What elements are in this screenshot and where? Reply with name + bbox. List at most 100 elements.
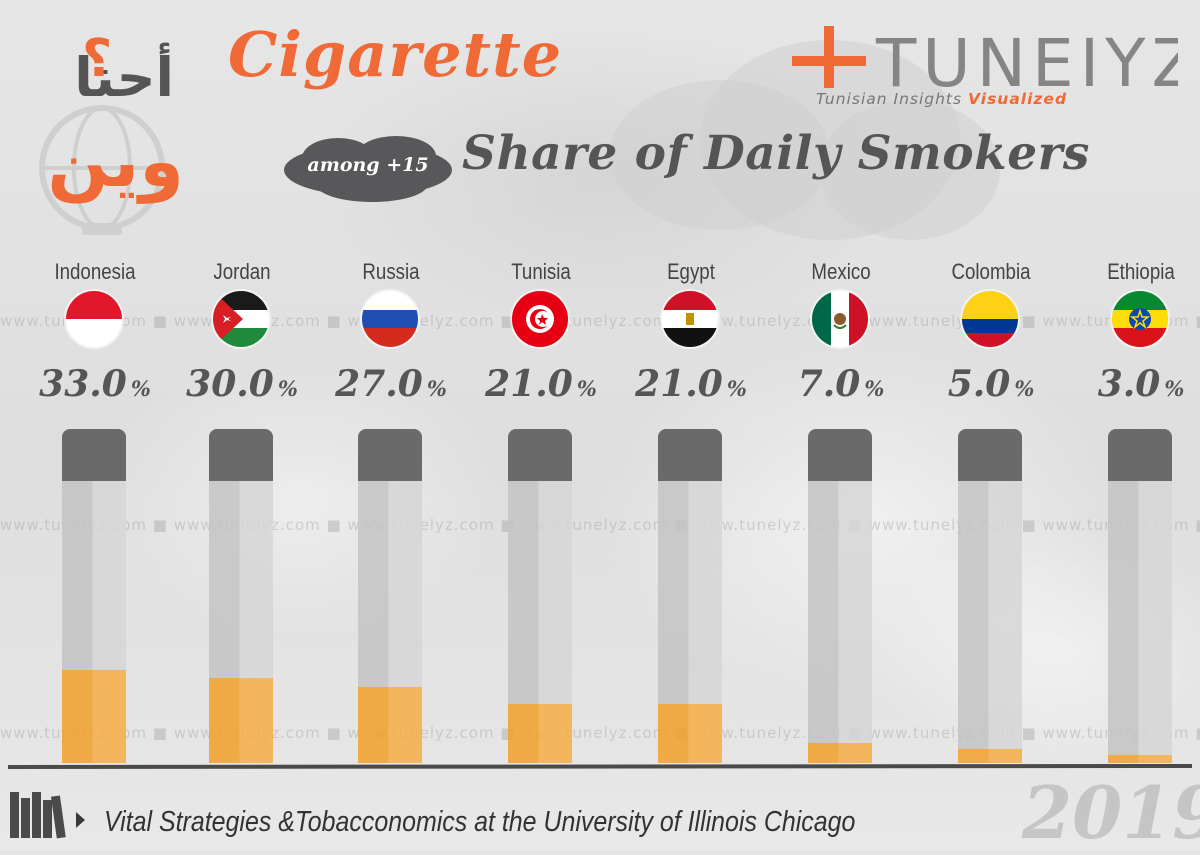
chart-title: Cigarette xyxy=(228,18,563,91)
data-label: 7.0% xyxy=(766,363,916,405)
cigarette-bar xyxy=(658,429,722,763)
cigarette-body xyxy=(358,481,422,763)
brand-name: TUNEIYZ xyxy=(875,26,1178,102)
bar xyxy=(209,678,273,763)
cigarette-bar xyxy=(808,429,872,763)
cigarette-filter xyxy=(1108,429,1172,481)
bar-column: Egypt 21.0% xyxy=(616,255,766,775)
badge-text: among +15 xyxy=(307,154,429,176)
bar-column: Jordan 30.0% xyxy=(167,255,317,775)
russia-flag xyxy=(362,291,418,347)
category-label: Tunisia xyxy=(511,259,571,284)
bar xyxy=(958,749,1022,763)
ethiopia-flag xyxy=(1112,291,1168,347)
cigarette-body xyxy=(62,481,126,763)
watermark-row: www.tunelyz.com ■ www.tunelyz.com ■ www.… xyxy=(0,516,1200,534)
category-label: Egypt xyxy=(667,259,715,284)
bar-column: Tunisia 21.0% xyxy=(466,255,616,775)
data-label-unit: % xyxy=(576,376,597,401)
cigarette-bar xyxy=(508,429,572,763)
cigarette-body xyxy=(508,481,572,763)
brand-tagline-main: Tunisian Insights xyxy=(816,90,963,108)
data-label-value: 30.0 xyxy=(186,363,274,405)
data-label-value: 21.0 xyxy=(485,363,573,405)
cigarette-body xyxy=(658,481,722,763)
cigarette-bar xyxy=(958,429,1022,763)
data-label-value: 33.0 xyxy=(39,363,127,405)
source-text: Vital Strategies &Tobacconomics at the U… xyxy=(104,806,856,838)
cigarette-body xyxy=(808,481,872,763)
brand-tagline-accent: Visualized xyxy=(968,90,1068,108)
brand-tagline: Tunisian Insights Visualized xyxy=(816,90,1067,108)
cigarette-bar xyxy=(209,429,273,763)
arabic-logo-question: ؟ xyxy=(82,29,112,89)
arabic-logo-line1: أحنا xyxy=(74,42,174,109)
bar-column: Indonesia 33.0% xyxy=(20,255,170,775)
bar-column: Mexico 7.0% xyxy=(766,255,916,775)
bar xyxy=(1108,755,1172,763)
cigarette-body xyxy=(958,481,1022,763)
indonesia-flag xyxy=(66,291,122,347)
cigarette-bar xyxy=(1108,429,1172,763)
data-label-value: 27.0 xyxy=(335,363,423,405)
bar xyxy=(358,687,422,763)
cigarette-bar xyxy=(62,429,126,763)
cigarette-filter xyxy=(508,429,572,481)
category-label: Colombia xyxy=(951,259,1031,284)
badge-cloud xyxy=(284,136,452,202)
category-label: Russia xyxy=(362,259,420,284)
bar-column: Colombia 5.0% xyxy=(916,255,1066,775)
data-label-unit: % xyxy=(726,376,747,401)
mexico-flag xyxy=(812,291,868,347)
arrow-right-icon xyxy=(76,812,85,828)
data-label-unit: % xyxy=(130,376,151,401)
data-label-unit: % xyxy=(1164,376,1185,401)
tunisia-flag xyxy=(512,291,568,347)
bar-column: Ethiopia 3.0% xyxy=(1066,255,1200,775)
data-label: 3.0% xyxy=(1066,363,1200,405)
cigarette-filter xyxy=(658,429,722,481)
cigarette-filter xyxy=(958,429,1022,481)
data-label: 5.0% xyxy=(916,363,1066,405)
cigarette-filter xyxy=(808,429,872,481)
bar xyxy=(62,670,126,763)
cigarette-filter xyxy=(209,429,273,481)
chart-subtitle: Share of Daily Smokers xyxy=(462,126,1090,181)
data-label-value: 21.0 xyxy=(635,363,723,405)
cigarette-filter xyxy=(358,429,422,481)
cigarette-bar xyxy=(358,429,422,763)
bar xyxy=(508,704,572,763)
arabic-logo-line2: وين xyxy=(47,119,184,204)
watermark-row: www.tunelyz.com ■ www.tunelyz.com ■ www.… xyxy=(0,724,1200,742)
data-label-unit: % xyxy=(426,376,447,401)
data-label: 21.0% xyxy=(616,363,766,405)
data-label-value: 5.0 xyxy=(947,363,1011,405)
data-label-unit: % xyxy=(1014,376,1035,401)
bar-column: Russia 27.0% xyxy=(316,255,466,775)
category-label: Mexico xyxy=(811,259,871,284)
category-label: Ethiopia xyxy=(1107,259,1175,284)
watermark-row: www.tunelyz.com ■ www.tunelyz.com ■ www.… xyxy=(0,312,1200,330)
year-label: 2019 xyxy=(1022,770,1200,855)
data-label: 21.0% xyxy=(466,363,616,405)
bar xyxy=(808,743,872,763)
data-label: 30.0% xyxy=(167,363,317,405)
arabic-logo: أحنا ؟ وين xyxy=(39,29,184,235)
category-label: Indonesia xyxy=(54,259,136,284)
brand-logo: TUNEIYZ xyxy=(792,26,1178,102)
jordan-flag xyxy=(213,291,269,347)
cigarette-body xyxy=(209,481,273,763)
smoke-cloud xyxy=(820,100,1000,240)
colombia-flag xyxy=(962,291,1018,347)
data-label-unit: % xyxy=(864,376,885,401)
data-label-unit: % xyxy=(277,376,298,401)
books-icon xyxy=(10,792,66,839)
data-label: 33.0% xyxy=(20,363,170,405)
chart-baseline xyxy=(8,764,1192,769)
data-label-value: 7.0 xyxy=(797,363,861,405)
category-label: Jordan xyxy=(213,259,271,284)
cigarette-filter xyxy=(62,429,126,481)
data-label-value: 3.0 xyxy=(1097,363,1161,405)
egypt-flag xyxy=(662,291,718,347)
data-label: 27.0% xyxy=(316,363,466,405)
